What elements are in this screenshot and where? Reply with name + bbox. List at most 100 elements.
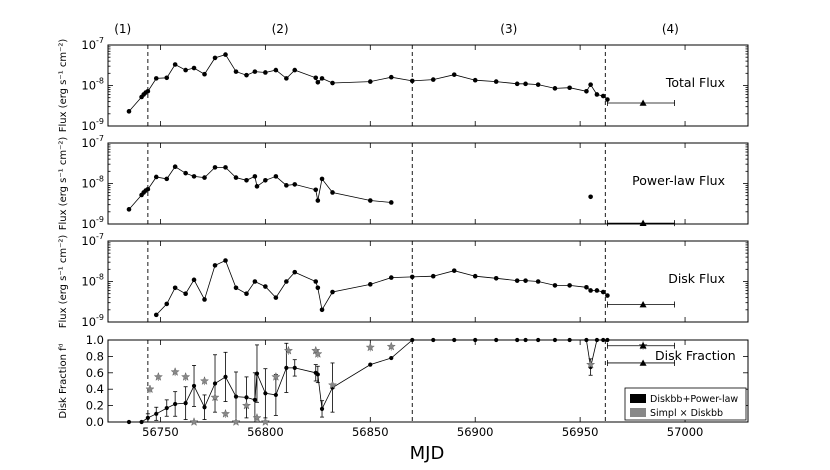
data-point (330, 190, 335, 195)
diskbb-point (263, 391, 268, 396)
data-point (600, 289, 606, 295)
data-point (145, 186, 151, 192)
data-point (605, 293, 610, 298)
data-point (252, 69, 258, 74)
upper-limit-marker (639, 342, 647, 349)
data-point (183, 67, 188, 73)
panel-frame (107, 240, 749, 323)
simpl-star-point (365, 342, 375, 352)
data-point (212, 55, 218, 61)
panel-powerlaw: 10-9 10-8 10-7 Flux (erg s⁻¹ cm⁻²) Power-law… (58, 134, 749, 231)
data-point (273, 295, 279, 300)
upper-limit-marker (639, 359, 647, 366)
diskbb-point (605, 337, 610, 343)
data-point (535, 82, 541, 87)
data-point (263, 284, 268, 289)
y-tick-label: 10-7 (81, 36, 104, 52)
y-tick-label: 10-8 (81, 175, 104, 191)
data-point (292, 182, 298, 187)
data-point (367, 198, 373, 203)
y-tick-label: 0.2 (86, 399, 104, 413)
data-point (273, 67, 279, 73)
simpl-star-point (283, 345, 293, 355)
data-point (263, 177, 268, 183)
data-point (588, 194, 593, 200)
data-point (584, 88, 589, 94)
data-point (145, 88, 151, 94)
data-point (223, 258, 228, 263)
y-tick-exponent: -7 (96, 232, 104, 241)
diskbb-point (319, 406, 325, 411)
data-point (330, 289, 335, 295)
data-point (183, 170, 188, 176)
data-point (409, 274, 415, 280)
data-point (313, 75, 319, 81)
simpl-star-point (210, 392, 220, 402)
data-point (233, 69, 239, 74)
panel-title: Power-law Flux (632, 173, 725, 188)
x-tick-label: 56950 (562, 425, 599, 439)
diskbb-point (212, 381, 218, 386)
data-point (594, 92, 600, 97)
data-point (126, 207, 132, 212)
data-point (315, 79, 321, 85)
simpl-star-point (327, 380, 338, 389)
period-label: (1) (114, 22, 131, 36)
data-point (191, 65, 197, 71)
simpl-star-point (220, 409, 231, 418)
diskbb-point (244, 395, 249, 400)
x-tick-label: 56850 (352, 425, 389, 439)
simpl-star-point (252, 413, 262, 422)
simpl-star-point (145, 384, 155, 394)
data-point (493, 275, 499, 281)
diskbb-point (452, 337, 457, 343)
data-point (172, 62, 178, 67)
simpl-star-point (386, 341, 396, 351)
chart-panels: 10-9 10-8 10-7 Flux (erg s⁻¹ cm⁻²) Total Flu… (58, 36, 749, 439)
x-tick-label: 56800 (247, 425, 284, 439)
simpl-star-point (241, 400, 252, 410)
data-point (388, 74, 394, 80)
diskbb-point (164, 405, 169, 411)
flux-series-line (128, 54, 608, 112)
data-point (292, 67, 298, 73)
legend-swatch (630, 394, 646, 403)
data-point (409, 78, 415, 84)
data-point (164, 176, 170, 182)
data-point (284, 183, 289, 188)
data-point (254, 184, 260, 189)
diskbb-point (173, 401, 178, 407)
data-point (212, 263, 218, 268)
diskbb-point (183, 401, 188, 406)
diskbb-point (284, 365, 289, 370)
diskbb-point (494, 337, 499, 343)
data-point (153, 174, 159, 180)
y-tick-label: 10-8 (81, 77, 104, 93)
diskbb-point (368, 362, 373, 367)
y-tick-label: 10-9 (81, 117, 104, 133)
data-point (315, 285, 321, 291)
y-tick-exponent: -9 (96, 313, 104, 322)
diskbb-point (292, 365, 297, 370)
data-point (330, 80, 335, 86)
period-label: (3) (500, 22, 517, 36)
diskbb-point (431, 337, 436, 343)
period-label: (4) (662, 22, 679, 36)
diskbb-point (223, 374, 228, 379)
diskbb-point (154, 411, 159, 416)
diskbb-point (389, 355, 394, 361)
y-tick-label: 10-7 (81, 232, 104, 248)
y-axis-label: Flux (erg s⁻¹ cm⁻²) (58, 137, 69, 231)
data-point (273, 174, 279, 179)
data-point (584, 284, 589, 290)
data-point (153, 312, 159, 318)
y-tick-exponent: -8 (96, 273, 104, 282)
panel-total: 10-9 10-8 10-7 Flux (erg s⁻¹ cm⁻²) Total Flu… (58, 36, 749, 133)
upper-limit-marker (639, 219, 647, 226)
y-tick-label: 10-9 (81, 215, 104, 231)
data-point (202, 297, 207, 302)
y-axis-label: Flux (erg s⁻¹ cm⁻²) (58, 39, 69, 133)
simpl-star-point (231, 417, 241, 426)
data-point (172, 285, 178, 291)
y-tick-exponent: -7 (96, 134, 104, 143)
